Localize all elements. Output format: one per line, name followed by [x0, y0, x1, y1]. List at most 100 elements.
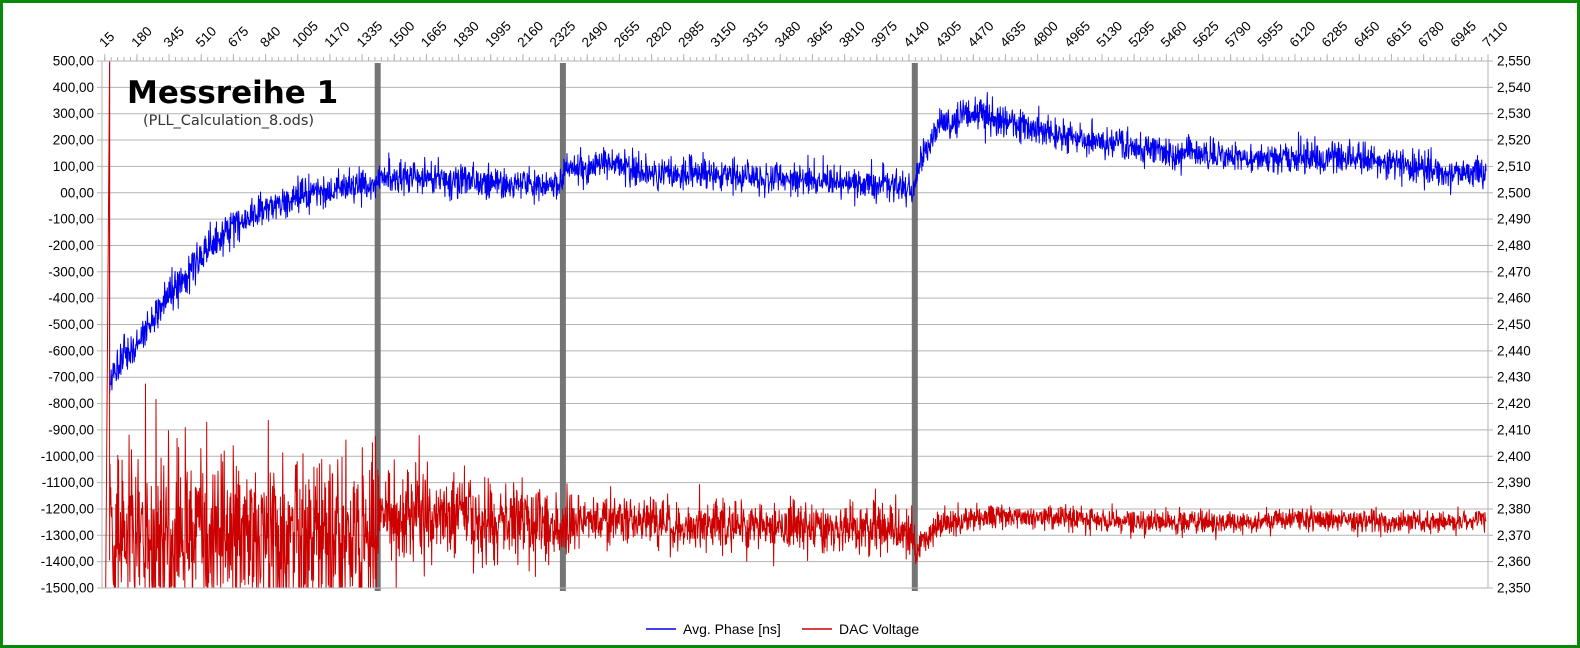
y-left-tick-label: -900,00	[48, 422, 94, 437]
x-tick-label: 2820	[643, 18, 675, 50]
legend-label-avg-phase: Avg. Phase [ns]	[683, 621, 781, 637]
y-right-tick-label: 2,410	[1497, 422, 1531, 437]
x-tick-label: 5130	[1093, 18, 1125, 50]
y-right-tick-label: 2,540	[1497, 80, 1531, 95]
y-left-tick-label: -1200,00	[41, 501, 94, 516]
y-right-tick-label: 2,470	[1497, 264, 1531, 279]
y-left-tick-label: -1500,00	[41, 581, 94, 596]
x-tick-label: 1665	[418, 18, 450, 50]
x-tick-label: 3810	[836, 18, 868, 50]
x-tick-label: 3150	[707, 18, 739, 50]
y-left-tick-label: -200,00	[48, 238, 94, 253]
x-tick-label: 840	[257, 24, 284, 51]
x-tick-label: 1170	[321, 19, 352, 50]
y-right-tick-label: 2,480	[1497, 238, 1531, 253]
series-line-dac-voltage	[105, 60, 1487, 589]
y-right-tick-label: 2,490	[1497, 212, 1531, 227]
y-left-tick-label: -1100,00	[42, 475, 94, 490]
y-left-tick-label: -100,00	[48, 212, 94, 227]
x-tick-label: 345	[161, 24, 188, 51]
y-right-tick-label: 2,500	[1497, 185, 1531, 200]
x-tick-label: 3975	[868, 18, 900, 50]
y-left-tick-label: -400,00	[48, 291, 94, 306]
x-tick-label: 1830	[450, 18, 482, 50]
y-left-tick-label: 400,00	[53, 80, 94, 95]
y-left-tick-label: 00,00	[60, 185, 94, 200]
x-tick-label: 6615	[1383, 18, 1415, 50]
y-left-tick-label: -1000,00	[41, 449, 94, 464]
x-tick-label: 5460	[1158, 18, 1190, 50]
x-tick-label: 3645	[804, 18, 836, 50]
y-right-tick-label: 2,360	[1497, 554, 1531, 569]
y-right-tick-label: 2,460	[1497, 291, 1531, 306]
x-tick-label: 2160	[514, 18, 546, 50]
y-left-tick-label: -800,00	[48, 396, 94, 411]
x-tick-label: 6450	[1351, 18, 1383, 50]
x-tick-label: 3480	[772, 18, 804, 50]
phase-marker	[374, 63, 381, 591]
series-line-avg-phase	[109, 61, 1487, 394]
x-tick-label: 5625	[1190, 18, 1222, 50]
y-right-tick-label: 2,530	[1497, 106, 1531, 121]
y-right-tick-label: 2,440	[1497, 343, 1531, 358]
y-right-tick-label: 2,350	[1497, 581, 1531, 596]
x-tick-label: 15	[96, 29, 117, 50]
x-tick-label: 6120	[1287, 18, 1319, 50]
y-right-tick-label: 2,550	[1497, 54, 1531, 69]
y-right-tick-label: 2,510	[1497, 159, 1531, 174]
phase-marker	[559, 63, 566, 591]
x-tick-label: 6285	[1319, 18, 1351, 50]
y-left-tick-label: -600,00	[48, 343, 94, 358]
x-tick-label: 1005	[289, 18, 321, 50]
x-tick-label: 7110	[1480, 19, 1511, 50]
y-right-tick-label: 2,400	[1497, 449, 1531, 464]
x-tick-label: 2985	[675, 18, 707, 50]
y-left-tick-label: -500,00	[48, 317, 94, 332]
legend-label-dac-voltage: DAC Voltage	[839, 621, 919, 637]
x-tick-label: 3315	[740, 18, 772, 50]
x-tick-label: 2490	[579, 18, 611, 50]
x-tick-label: 180	[128, 24, 155, 51]
y-left-tick-label: -700,00	[48, 370, 94, 385]
chart-title: Messreihe 1	[127, 75, 338, 111]
legend: Avg. Phase [ns] DAC Voltage	[646, 621, 919, 637]
x-tick-label: 6945	[1447, 18, 1479, 50]
y-left-tick-label: -1400,00	[41, 554, 94, 569]
x-tick-label: 1995	[482, 18, 514, 50]
plot-area-border	[101, 60, 1489, 589]
y-right-tick-label: 2,420	[1497, 396, 1531, 411]
x-tick-label: 4635	[997, 18, 1029, 50]
y-right-tick-label: 2,390	[1497, 475, 1531, 490]
x-tick-label: 5790	[1222, 18, 1254, 50]
x-tick-label: 675	[225, 24, 252, 51]
y-right-tick-label: 2,520	[1497, 133, 1531, 148]
x-tick-label: 6780	[1415, 18, 1447, 50]
x-tick-label: 1500	[386, 18, 418, 50]
y-left-tick-label: 200,00	[53, 133, 94, 148]
y-left-tick-label: 500,00	[53, 54, 94, 69]
x-tick-label: 1335	[354, 18, 386, 50]
y-right-tick-label: 2,430	[1497, 370, 1531, 385]
x-tick-label: 4965	[1061, 18, 1093, 50]
y-right-tick-label: 2,450	[1497, 317, 1531, 332]
x-tick-label: 5295	[1126, 18, 1158, 50]
y-left-tick-label: -300,00	[48, 264, 94, 279]
chart-subtitle: (PLL_Calculation_8.ods)	[143, 113, 314, 129]
y-left-tick-label: 300,00	[53, 106, 94, 121]
y-left-tick-label: 100,00	[53, 159, 94, 174]
x-tick-label: 4305	[933, 18, 965, 50]
x-tick-label: 2655	[611, 18, 643, 50]
x-tick-label: 5955	[1254, 18, 1286, 50]
x-tick-label: 4140	[900, 18, 932, 50]
series-lines	[105, 60, 1487, 589]
x-tick-label: 2325	[547, 18, 579, 50]
phase-markers	[374, 63, 918, 591]
y-right-tick-label: 2,380	[1497, 501, 1531, 516]
x-tick-label: 4800	[1029, 18, 1061, 50]
phase-marker	[911, 63, 918, 591]
x-tick-label: 4470	[965, 18, 997, 50]
y-right-tick-label: 2,370	[1497, 528, 1531, 543]
y-left-tick-label: -1300,00	[41, 528, 94, 543]
svg-anchor	[0, 0, 1, 1]
